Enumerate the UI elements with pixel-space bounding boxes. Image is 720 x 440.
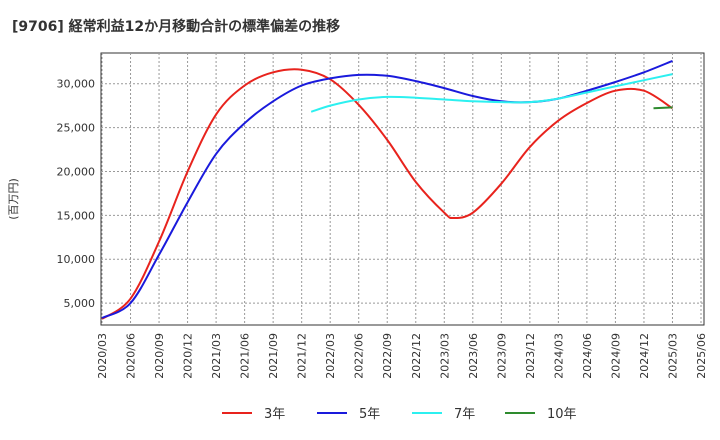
x-tick-label: 2022/09 xyxy=(381,333,394,379)
x-tick-label: 2023/12 xyxy=(524,333,537,379)
x-tick-label: 2022/06 xyxy=(353,333,366,379)
y-axis-ticks: 5,000 10,000 15,000 20,000 25,000 30,000 xyxy=(57,78,96,310)
legend-label: 10年 xyxy=(547,407,577,422)
x-tick-label: 2021/03 xyxy=(210,333,223,379)
legend-label: 5年 xyxy=(359,407,380,422)
x-tick-label: 2021/12 xyxy=(296,333,309,379)
x-tick-label: 2025/06 xyxy=(695,333,708,379)
series-line-0 xyxy=(101,68,674,320)
x-tick-label: 2023/09 xyxy=(495,333,508,379)
x-tick-label: 2020/12 xyxy=(182,333,195,379)
series-line-2 xyxy=(310,73,673,113)
x-tick-label: 2022/03 xyxy=(324,333,337,379)
x-tick-label: 2024/06 xyxy=(581,333,594,379)
y-tick-label: 5,000 xyxy=(64,297,96,310)
legend: 3年 5年 7年 10年 xyxy=(222,407,577,422)
x-axis-ticks: 2020/03 2020/06 2020/09 2020/12 2021/03 2021/… xyxy=(96,333,708,379)
y-tick-label: 15,000 xyxy=(57,209,96,222)
series-lines xyxy=(101,59,674,320)
plot-area xyxy=(100,52,705,326)
x-tick-label: 2024/03 xyxy=(552,333,565,379)
x-tick-label: 2023/03 xyxy=(438,333,451,379)
x-tick-label: 2024/09 xyxy=(609,333,622,379)
x-tick-label: 2020/09 xyxy=(153,333,166,379)
series-line-1 xyxy=(101,59,673,319)
x-tick-label: 2024/12 xyxy=(638,333,651,379)
y-tick-label: 10,000 xyxy=(57,253,96,266)
x-tick-label: 2020/06 xyxy=(125,333,138,379)
x-tick-label: 2021/06 xyxy=(239,333,252,379)
x-tick-label: 2020/03 xyxy=(96,333,109,379)
x-tick-label: 2023/06 xyxy=(467,333,480,379)
chart-title: [9706] 経常利益12か月移動合計の標準偏差の推移 xyxy=(12,18,340,35)
y-tick-label: 30,000 xyxy=(57,78,96,91)
x-tick-label: 2022/12 xyxy=(410,333,423,379)
grid xyxy=(101,53,704,325)
legend-label: 7年 xyxy=(454,407,475,422)
y-tick-label: 25,000 xyxy=(57,122,96,135)
x-tick-label: 2021/09 xyxy=(267,333,280,379)
series-line-3 xyxy=(653,106,673,110)
y-axis-label: (百万円) xyxy=(7,178,20,220)
legend-label: 3年 xyxy=(264,407,285,422)
x-tick-label: 2025/03 xyxy=(666,333,679,379)
y-tick-label: 20,000 xyxy=(57,165,96,178)
